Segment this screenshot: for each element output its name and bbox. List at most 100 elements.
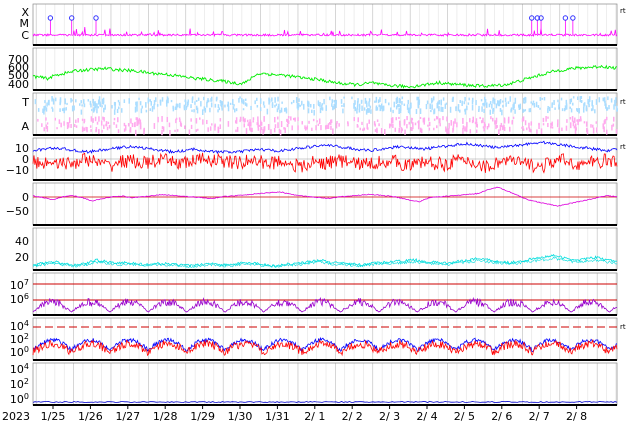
a-point [571,116,574,122]
a-point [475,121,478,126]
t-point [161,97,164,102]
a-point [243,119,246,123]
a-point [195,118,198,124]
t-point [595,99,598,105]
a-point [604,118,606,124]
a-point [107,121,110,125]
t-point [464,108,467,115]
t-point [577,96,579,101]
a-point [115,124,118,128]
a-point [423,117,426,122]
t-point [242,108,245,111]
t-point [603,97,606,103]
t-point [195,105,198,110]
x-tick-label: 1/25 [41,410,66,423]
a-point [433,118,436,121]
a-point [308,120,310,124]
a-point [184,125,186,129]
a-point [83,118,86,123]
t-point [118,106,120,110]
t-point [91,108,93,112]
a-point [81,118,84,121]
a-point [180,123,183,127]
a-point [58,119,61,124]
a-point [419,127,422,133]
a-point [211,123,213,126]
t-point [307,100,309,107]
t-point [541,97,544,100]
t-point [563,108,566,112]
y-tick-label: 600 [8,61,29,74]
a-point [95,129,97,133]
a-point [274,117,276,123]
a-point [242,116,245,122]
t-point [342,108,344,114]
a-point [329,119,332,125]
a-point [448,122,450,129]
x-tick-label: 1/26 [78,410,103,423]
t-point [64,98,66,105]
t-point [184,100,187,105]
a-point [428,121,431,127]
t-point [191,109,193,112]
t-point [149,99,151,102]
y-tick-label: 0 [22,153,29,166]
a-point [442,116,444,121]
a-point [466,122,468,128]
t-point [358,108,361,113]
a-point [583,121,586,124]
t-point [554,107,556,110]
a-point [448,128,450,134]
t-point [398,108,400,114]
a-point [102,116,104,120]
t-point [325,105,327,111]
a-point [373,121,376,126]
a-point [437,116,439,120]
a-point [398,116,400,119]
t-point [419,108,422,114]
t-point [285,108,288,114]
t-point [292,100,295,103]
a-point [499,124,502,131]
t-point [489,101,492,105]
t-point [379,97,381,102]
a-point [316,120,318,123]
a-point [105,121,108,127]
a-point [329,122,331,125]
t-point [290,101,293,105]
a-point [86,127,88,133]
a-point [590,124,592,128]
a-point [286,118,288,122]
a-point [399,120,401,125]
t-point [537,105,540,108]
t-point [440,106,442,112]
t-point [531,102,534,106]
a-point [214,125,216,131]
a-point [522,128,525,131]
t-point [576,108,578,111]
t-point [220,100,222,107]
t-point [51,108,54,112]
a-point [209,126,212,131]
a-point [368,119,370,124]
t-point [136,105,138,112]
t-point [528,108,531,113]
a-point [503,124,505,130]
a-point [219,124,222,129]
t-point [140,108,143,114]
y-tick-label: 104 [10,362,29,376]
t-point [398,103,400,108]
a-point [579,116,582,119]
t-point [598,97,601,103]
t-point [395,98,398,105]
a-point [452,121,455,127]
a-point [270,129,272,135]
t-point [221,105,223,109]
y-tick-label: 500 [8,69,29,82]
t-point [117,99,120,103]
t-point [271,97,273,102]
a-point [166,116,169,123]
t-point [75,99,77,103]
t-point [351,96,353,100]
t-point [547,105,549,110]
